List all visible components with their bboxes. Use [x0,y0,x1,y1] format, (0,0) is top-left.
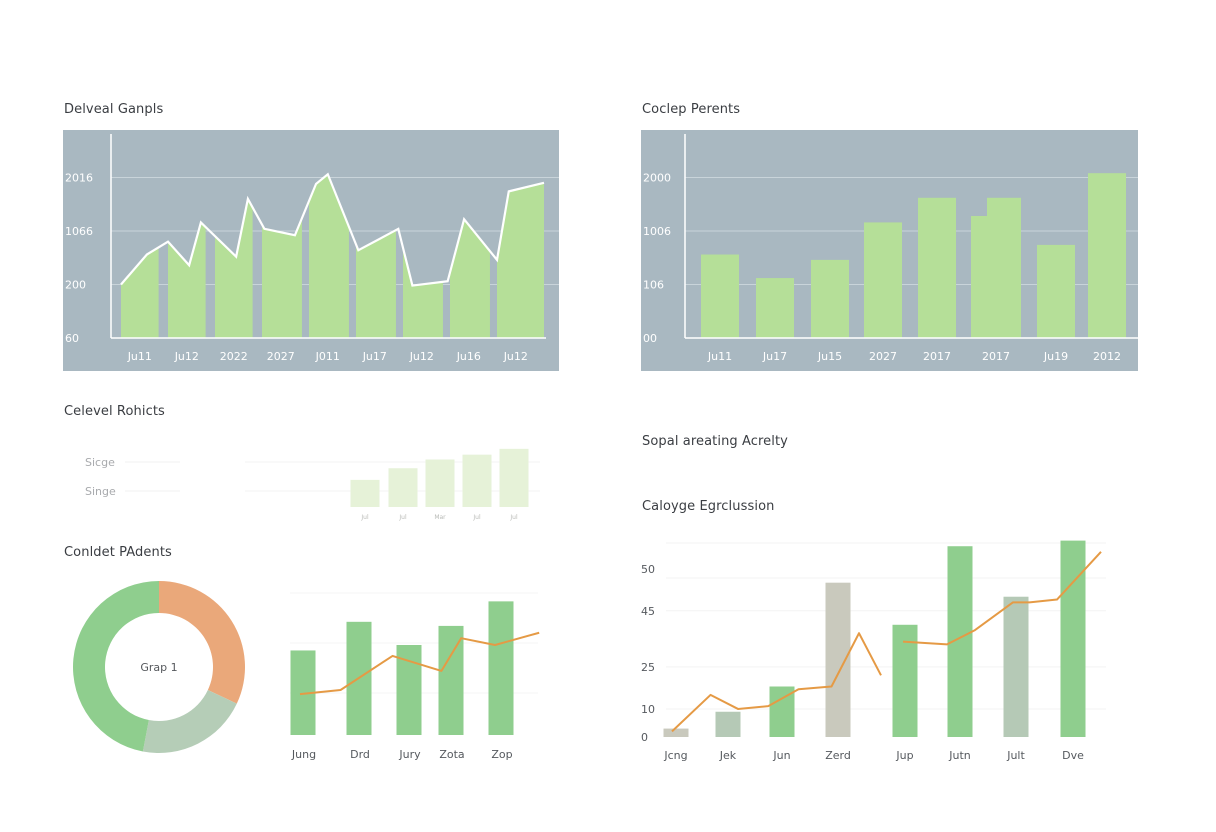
bar [350,479,380,507]
bar [388,468,418,507]
bar [462,454,492,507]
chart-title-top-left: Delveal Ganpls [64,102,164,117]
x-tick-label: Jul [398,514,407,521]
x-tick-label: J011 [315,350,340,363]
bar [864,222,902,338]
x-tick-label: 2027 [869,350,897,363]
chart-title-mid-right: Sopal areating Acrelty [642,434,788,449]
x-tick-label: Jun [772,749,790,762]
donut-slice [73,581,159,752]
x-tick-label: Zota [439,748,464,761]
bar [1060,540,1086,737]
trend-line [671,632,882,733]
bar [756,278,794,338]
bar [1037,244,1075,338]
x-tick-label: Jutn [948,749,971,762]
x-tick-label: Jul [472,514,481,521]
chart-title-top-right: Coclep Perents [642,102,741,117]
bar [1088,173,1126,338]
bar [918,197,956,338]
combo-chart-bottom-left: Jung Drd Jury Zota Zop [290,592,540,761]
x-tick-label: Jcng [663,749,687,762]
donut-chart: Grap 1 [73,581,245,753]
x-tick-label: 2012 [1093,350,1121,363]
bar [499,448,529,507]
x-tick-label: Jul [360,514,369,521]
bar [701,254,739,338]
bar [825,582,851,737]
x-tick-label: Ju17 [362,350,387,363]
area-line [120,172,545,287]
y-tick-label: 45 [641,605,655,618]
donut-slice [142,689,237,753]
trend-line [299,631,540,696]
y-tick-label: 00 [643,332,657,345]
bar [438,625,464,735]
x-tick-label: Drd [350,748,370,761]
x-tick-label: Jul [509,514,518,521]
bar [425,459,455,507]
x-tick-label: Ju12 [503,350,528,363]
chart-title-bottom-left: Conldet PAdents [64,545,172,560]
donut-center-label: Grap 1 [140,661,177,674]
chart-title-mid-left: Celevel Rohicts [64,404,165,419]
bar-chart-top-right: 00 106 1006 2000 Ju11 Ju17 Ju15 2027 2017 2017 Ju1… [641,130,1138,371]
x-tick-label: Ju12 [409,350,434,363]
x-tick-label: Zerd [825,749,851,762]
y-tick-label: 2000 [643,171,671,184]
x-tick-label: Dve [1062,749,1084,762]
bar [488,601,514,735]
chart-title-bottom-right: Caloyge Egrclussion [642,499,775,514]
y-tick-label: 0 [641,731,648,744]
y-tick-label: 2016 [65,171,93,184]
x-tick-label: 2022 [220,350,248,363]
bar [987,197,1021,338]
x-tick-label: Ju17 [762,350,787,363]
x-tick-label: 2017 [982,350,1010,363]
x-tick-label: Jup [895,749,913,762]
combo-chart-bottom-right: 0 10 25 45 50 Jcng Jek Jun Zerd Jup Jutn Jult Dve [641,540,1106,762]
x-tick-label: 2017 [923,350,951,363]
x-tick-label: Jung [291,748,316,761]
y-tick-label: 1006 [643,225,671,238]
x-tick-label: Ju19 [1043,350,1068,363]
x-tick-label: Jult [1006,749,1025,762]
donut-slice [159,581,245,704]
area-fill [121,174,544,338]
x-tick-label: Zop [491,748,512,761]
y-tick-label: 25 [641,661,655,674]
bar [715,711,741,737]
bar [892,624,918,737]
y-tick-label: 106 [643,278,664,291]
y-tick-label: 60 [65,332,79,345]
bar [811,259,849,338]
x-tick-label: Ju11 [127,350,152,363]
area-chart-top-left: 60 200 1066 2016 Ju11 Ju12 2022 2027 J011 Ju17 Ju1… [63,130,559,371]
x-tick-label: 2027 [267,350,295,363]
y-tick-label: 1066 [65,225,93,238]
trend-line [902,551,1102,646]
bar-chart-mid-left: Sicge Singe Jul Jul Mar Jul Jul [85,448,540,521]
x-tick-label: Jury [398,748,421,761]
y-tick-label: 200 [65,278,86,291]
x-tick-label: Ju12 [174,350,199,363]
x-tick-label: Jek [719,749,737,762]
row-label: Sicge [85,456,115,469]
x-tick-label: Ju15 [817,350,842,363]
x-tick-label: Ju11 [707,350,732,363]
row-label: Singe [85,485,116,498]
y-tick-label: 10 [641,703,655,716]
x-tick-label: Mar [434,514,446,521]
x-tick-label: Ju16 [456,350,481,363]
bar [1003,596,1029,737]
bar [663,728,689,737]
y-tick-label: 50 [641,563,655,576]
